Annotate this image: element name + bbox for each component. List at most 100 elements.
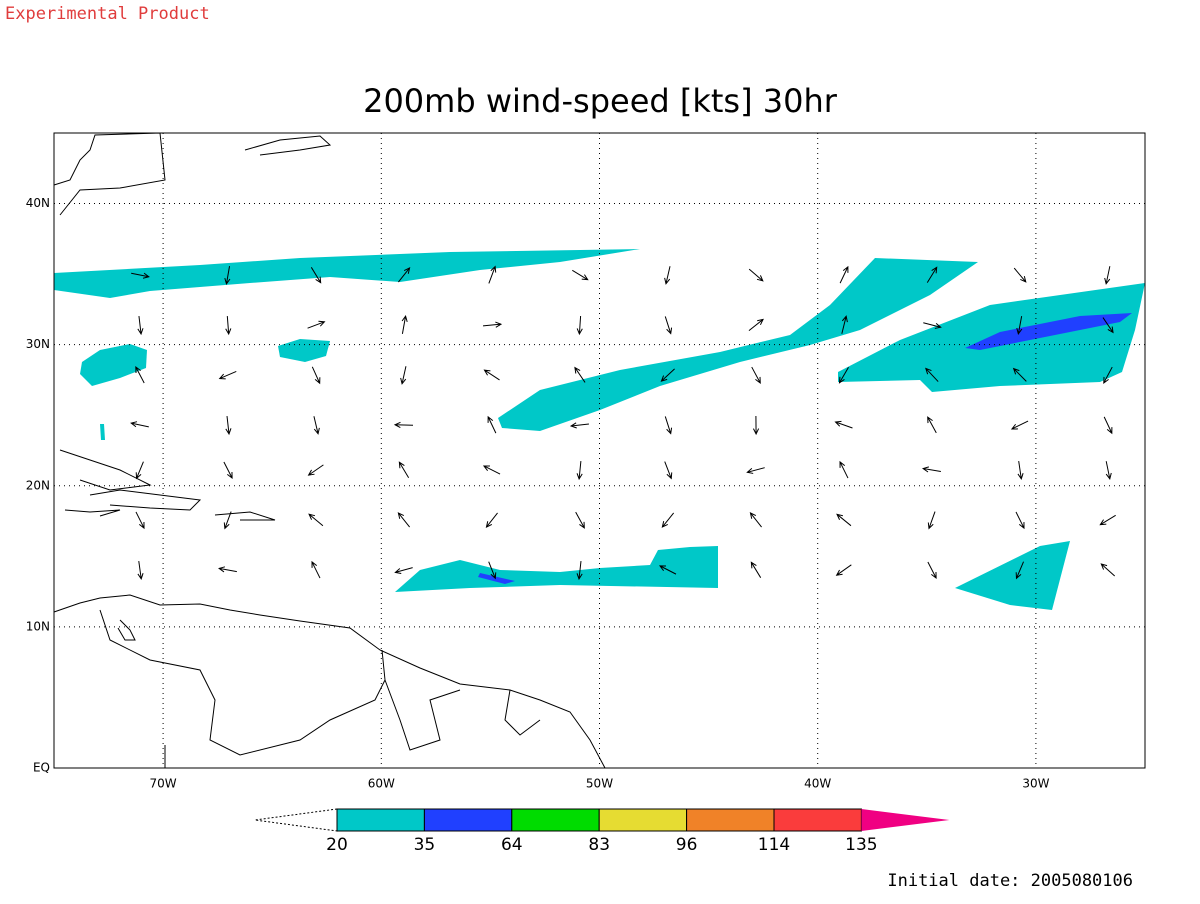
wind-arrow [223, 461, 233, 480]
wind-area [100, 424, 105, 440]
wind-arrow [1103, 416, 1113, 435]
wind-arrow [307, 464, 324, 476]
wind-arrow [1105, 461, 1112, 480]
colorbar: 20 35 64 83 96 114 135 [254, 808, 950, 855]
colorbar-box [511, 808, 600, 832]
wind-arrow [1013, 267, 1027, 283]
wind-arrow [397, 512, 411, 528]
colorbar-label: 83 [588, 835, 610, 855]
wind-arrow [661, 512, 675, 528]
colorbar-label: 64 [501, 835, 523, 855]
wind-arrow [485, 512, 498, 528]
lon-tick-label: 30W [1022, 777, 1049, 791]
wind-arrow [664, 266, 671, 285]
wind-arrow [576, 460, 583, 481]
wind-arrow [751, 366, 761, 384]
wind-arrow [572, 269, 589, 281]
coastline [53, 132, 166, 216]
wind-arrow [311, 366, 321, 385]
colorbar-under [254, 808, 338, 832]
wind-arrow [135, 461, 144, 480]
initial-date: Initial date: 2005080106 [887, 871, 1133, 891]
wind-arrow [841, 315, 848, 334]
wind-arrow [1012, 367, 1027, 382]
wind-arrow [927, 561, 937, 580]
wind-arrow [224, 266, 231, 286]
wind-arrow [752, 415, 760, 436]
wind-arrow [137, 316, 144, 336]
wind-arrow [130, 421, 149, 428]
wind-arrow [1015, 511, 1025, 530]
wind-arrow [576, 315, 583, 336]
wind-arrow [218, 370, 237, 380]
wind-arrow [131, 272, 150, 279]
coastline [117, 619, 136, 641]
wind-arrow [400, 366, 407, 385]
colorbar-label: 35 [414, 835, 436, 855]
colorbar-box [423, 808, 513, 832]
wind-arrow [1015, 561, 1024, 580]
wind-area [80, 344, 147, 386]
colorbar-label: 135 [845, 835, 877, 855]
wind-arrow [658, 565, 677, 575]
border [384, 679, 461, 751]
wind-area [498, 258, 978, 431]
wind-arrow [576, 560, 583, 581]
wind-arrow [748, 318, 764, 331]
wind-arrow [927, 511, 936, 530]
wind-arrow [664, 461, 673, 480]
wind-arrow [569, 422, 589, 429]
wind-arrow [218, 566, 237, 573]
wind-arrow [135, 511, 145, 530]
wind-arrow [838, 366, 849, 384]
wind-arrow [660, 368, 675, 382]
wind-arrow [482, 321, 503, 328]
wind-arrow [925, 367, 939, 382]
wind-arrow [574, 366, 586, 383]
colorbar-label: 96 [676, 835, 698, 855]
map-title: 200mb wind-speed [kts] 30hr [363, 82, 838, 120]
colorbar-label: 20 [326, 835, 348, 855]
wind-arrow [1099, 514, 1116, 526]
wind-arrow [488, 265, 497, 284]
coastline [64, 509, 121, 517]
wind-arrow [750, 561, 762, 578]
lon-tick-label: 60W [368, 777, 395, 791]
wind-core [478, 573, 515, 584]
lon-tick-label: 70W [150, 777, 177, 791]
lat-tick-label: 40N [26, 196, 50, 210]
graticule: 70W 60W 50W 40W 30W EQ 10N 20N 30N 40N [26, 133, 1145, 791]
wind-arrow [398, 267, 411, 283]
border [504, 689, 541, 736]
wind-arrow [308, 513, 324, 527]
wind-arrow [1100, 563, 1116, 577]
lat-tick-label: 20N [26, 478, 50, 492]
lon-tick-label: 50W [586, 777, 613, 791]
wind-arrow [225, 315, 232, 336]
wind-arrow [746, 467, 765, 474]
wind-arrow [488, 561, 497, 580]
wind-arrow [482, 465, 501, 475]
coastlines [53, 132, 606, 769]
colorbar-box [598, 808, 688, 832]
border [99, 609, 386, 756]
wind-arrow [839, 460, 849, 479]
wind-arrow [135, 366, 145, 384]
wind-core [965, 313, 1132, 350]
wind-arrow [839, 265, 849, 284]
wind-arrow [137, 561, 144, 581]
wind-arrow [836, 513, 852, 527]
wind-arrow [664, 416, 673, 435]
coastline [89, 489, 202, 511]
colorbar-box [686, 808, 775, 832]
wind-area [278, 339, 330, 362]
wind-area [395, 546, 718, 592]
wind-shading [54, 249, 1145, 610]
lat-tick-label: 10N [26, 619, 50, 633]
wind-arrow [835, 564, 852, 576]
wind-arrow [1010, 420, 1029, 430]
wind-arrow [313, 416, 320, 435]
colorbar-label: 114 [758, 835, 790, 855]
wind-arrow [311, 560, 321, 579]
